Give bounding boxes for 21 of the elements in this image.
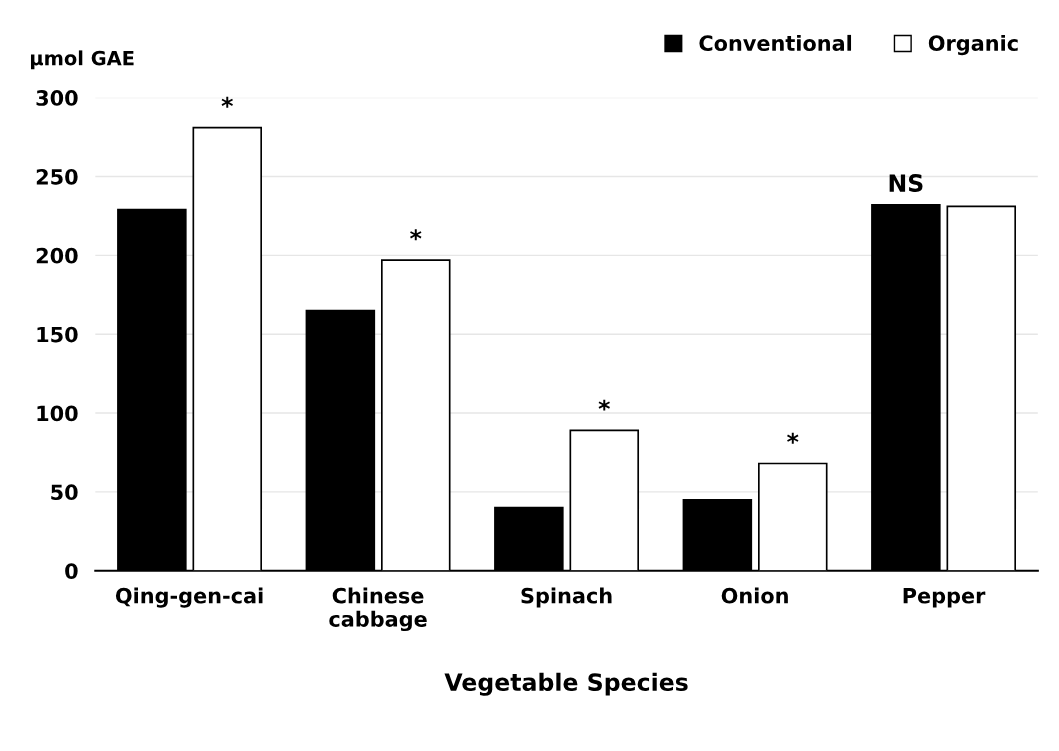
y-tick-label: 50 bbox=[51, 484, 78, 501]
y-tick-label: 0 bbox=[65, 563, 78, 579]
x-axis-title: Vegetable Species bbox=[444, 672, 688, 696]
y-tick-label: 250 bbox=[36, 168, 78, 185]
annotation: * bbox=[787, 432, 799, 444]
x-tick-label: Pepper bbox=[903, 588, 986, 608]
x-tick-label: Qing-gen-cai bbox=[115, 587, 263, 608]
x-tick-label: Spinach bbox=[521, 587, 612, 608]
annotation: NS bbox=[889, 174, 923, 192]
y-tick-label: 100 bbox=[37, 405, 78, 422]
y-tick-label: 150 bbox=[37, 326, 78, 343]
annotation: * bbox=[410, 229, 422, 241]
x-tick-label: Chinese cabbage bbox=[329, 587, 427, 632]
legend-label: Organic bbox=[928, 34, 1018, 56]
x-tick-label: Onion bbox=[721, 587, 788, 604]
y-tick-label: 200 bbox=[36, 247, 78, 264]
y-tick-label: 300 bbox=[36, 90, 78, 106]
legend-label: Conventional bbox=[699, 34, 852, 52]
annotation: * bbox=[221, 96, 233, 108]
y-axis-title: µmol GAE bbox=[30, 50, 134, 70]
annotation: * bbox=[598, 399, 610, 411]
